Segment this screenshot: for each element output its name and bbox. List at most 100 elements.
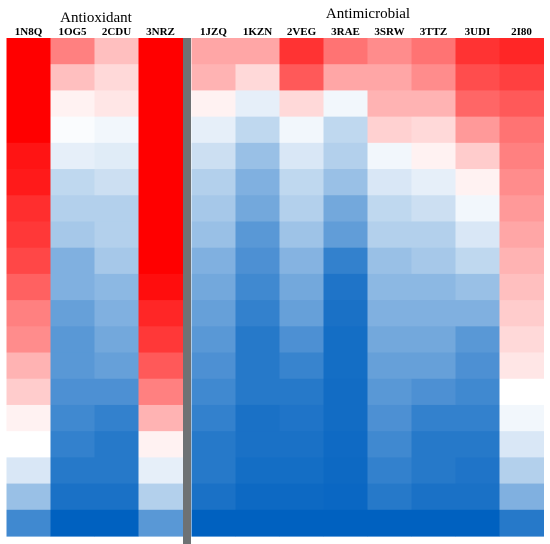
heatmap-cell-3srw-row-12 xyxy=(367,326,412,354)
heatmap-cell-3rae-row-12 xyxy=(323,326,368,354)
heatmap-cell-3nrz-row-5 xyxy=(138,142,183,170)
heatmap-cell-2i80-row-9 xyxy=(499,247,544,275)
heatmap-cell-2cdu-row-14 xyxy=(94,378,139,406)
column-label-1kzn: 1KZN xyxy=(243,26,272,38)
column-label-1n8q: 1N8Q xyxy=(15,26,43,38)
heatmap-cell-2cdu-row-17 xyxy=(94,457,139,485)
heatmap-cell-3udi-row-7 xyxy=(455,195,500,223)
heatmap-cell-3nrz-row-3 xyxy=(138,90,183,118)
heatmap-cell-1n8q-row-12 xyxy=(6,326,51,354)
heatmap-cell-3ttz-row-19 xyxy=(411,509,456,537)
heatmap-cell-2i80-row-17 xyxy=(499,457,544,485)
heatmap-cell-1kzn-row-10 xyxy=(235,273,280,301)
heatmap-cell-1og5-row-6 xyxy=(50,169,95,196)
heatmap-cell-1og5-row-13 xyxy=(50,352,95,380)
heatmap-cell-2veg-row-19 xyxy=(279,509,324,537)
heatmap-cell-2cdu-row-11 xyxy=(94,300,139,327)
heatmap-cell-1og5-row-2 xyxy=(50,64,95,92)
heatmap-cell-2cdu-row-12 xyxy=(94,326,139,354)
heatmap-cell-2cdu-row-1 xyxy=(94,38,139,65)
heatmap-cell-1kzn-row-7 xyxy=(235,195,280,223)
heatmap-cell-3srw-row-19 xyxy=(367,509,412,537)
heatmap-cell-3rae-row-3 xyxy=(323,90,368,118)
heatmap-cell-1jzq-row-18 xyxy=(191,483,236,511)
heatmap-cell-2i80-row-12 xyxy=(499,326,544,354)
heatmap-cell-1n8q-row-3 xyxy=(6,90,51,118)
heatmap-cell-2veg-row-6 xyxy=(279,169,324,196)
heatmap-cell-3rae-row-17 xyxy=(323,457,368,485)
heatmap-cell-3ttz-row-14 xyxy=(411,378,456,406)
heatmap-cell-1n8q-row-5 xyxy=(6,142,51,170)
heatmap-cell-2i80-row-4 xyxy=(499,116,544,144)
column-label-1og5: 1OG5 xyxy=(58,26,87,38)
heatmap-cell-3nrz-row-11 xyxy=(138,300,183,327)
group-separator xyxy=(183,38,191,544)
heatmap-cell-1n8q-row-4 xyxy=(6,116,51,144)
heatmap-cell-1n8q-row-9 xyxy=(6,247,51,275)
heatmap-cell-2cdu-row-19 xyxy=(94,509,139,537)
heatmap-cell-3udi-row-18 xyxy=(455,483,500,511)
column-label-1jzq: 1JZQ xyxy=(200,26,227,38)
heatmap-cell-1jzq-row-19 xyxy=(191,509,236,537)
heatmap-cell-1og5-row-10 xyxy=(50,273,95,301)
heatmap-cell-3nrz-row-18 xyxy=(138,483,183,511)
column-label-3rae: 3RAE xyxy=(331,26,360,38)
heatmap-cell-3udi-row-4 xyxy=(455,116,500,144)
heatmap-cell-3udi-row-11 xyxy=(455,300,500,327)
heatmap-cell-3ttz-row-17 xyxy=(411,457,456,485)
heatmap-cell-3udi-row-19 xyxy=(455,509,500,537)
heatmap-cell-2veg-row-15 xyxy=(279,404,324,432)
heatmap-cell-3srw-row-17 xyxy=(367,457,412,485)
heatmap-cell-3ttz-row-1 xyxy=(411,38,456,65)
heatmap-cell-1og5-row-4 xyxy=(50,116,95,144)
heatmap-cell-3rae-row-9 xyxy=(323,247,368,275)
heatmap-cell-3rae-row-6 xyxy=(323,169,368,196)
heatmap-cell-1og5-row-15 xyxy=(50,404,95,432)
heatmap-cell-3rae-row-18 xyxy=(323,483,368,511)
heatmap-cell-1og5-row-5 xyxy=(50,142,95,170)
column-label-3udi: 3UDI xyxy=(465,26,491,38)
heatmap-cell-2i80-row-19 xyxy=(499,509,544,537)
heatmap-cell-3nrz-row-4 xyxy=(138,116,183,144)
heatmap-cell-3srw-row-4 xyxy=(367,116,412,144)
heatmap-cell-3rae-row-15 xyxy=(323,404,368,432)
heatmap-cell-1kzn-row-19 xyxy=(235,509,280,537)
heatmap-cell-3srw-row-7 xyxy=(367,195,412,223)
heatmap-cell-1og5-row-7 xyxy=(50,195,95,223)
heatmap-cell-3ttz-row-10 xyxy=(411,273,456,301)
heatmap-cell-1jzq-row-11 xyxy=(191,300,236,327)
heatmap-cell-3srw-row-2 xyxy=(367,64,412,92)
heatmap-cell-2veg-row-10 xyxy=(279,273,324,301)
heatmap-cell-3srw-row-11 xyxy=(367,300,412,327)
heatmap-cell-1n8q-row-13 xyxy=(6,352,51,380)
heatmap-cell-3rae-row-7 xyxy=(323,195,368,223)
heatmap-cell-1kzn-row-2 xyxy=(235,64,280,92)
heatmap-cell-1og5-row-14 xyxy=(50,378,95,406)
heatmap-cell-2cdu-row-18 xyxy=(94,483,139,511)
heatmap-cell-1kzn-row-1 xyxy=(235,38,280,65)
heatmap-cell-1n8q-row-2 xyxy=(6,64,51,92)
heatmap-cell-3udi-row-12 xyxy=(455,326,500,354)
heatmap-cell-1og5-row-18 xyxy=(50,483,95,511)
heatmap-cell-1og5-row-9 xyxy=(50,247,95,275)
heatmap-cell-3ttz-row-6 xyxy=(411,169,456,196)
heatmap-cell-1jzq-row-4 xyxy=(191,116,236,144)
heatmap-cell-3srw-row-10 xyxy=(367,273,412,301)
heatmap-cell-1n8q-row-19 xyxy=(6,509,51,537)
heatmap-cell-3nrz-row-16 xyxy=(138,431,183,458)
heatmap-cell-3nrz-row-1 xyxy=(138,38,183,65)
heatmap-cell-3ttz-row-13 xyxy=(411,352,456,380)
heatmap-cell-3udi-row-1 xyxy=(455,38,500,65)
heatmap-cell-1n8q-row-8 xyxy=(6,221,51,249)
heatmap-cell-2i80-row-8 xyxy=(499,221,544,249)
heatmap-cell-3srw-row-16 xyxy=(367,431,412,458)
heatmap-cell-2cdu-row-16 xyxy=(94,431,139,458)
heatmap-cell-3udi-row-5 xyxy=(455,142,500,170)
heatmap-cell-3nrz-row-7 xyxy=(138,195,183,223)
heatmap-cell-2veg-row-13 xyxy=(279,352,324,380)
group-title-antioxidant: Antioxidant xyxy=(60,10,132,26)
heatmap-cell-3nrz-row-6 xyxy=(138,169,183,196)
heatmap-cells xyxy=(6,38,544,537)
heatmap-cell-2veg-row-5 xyxy=(279,142,324,170)
group-title-antimicrobial: Antimicrobial xyxy=(326,6,410,22)
